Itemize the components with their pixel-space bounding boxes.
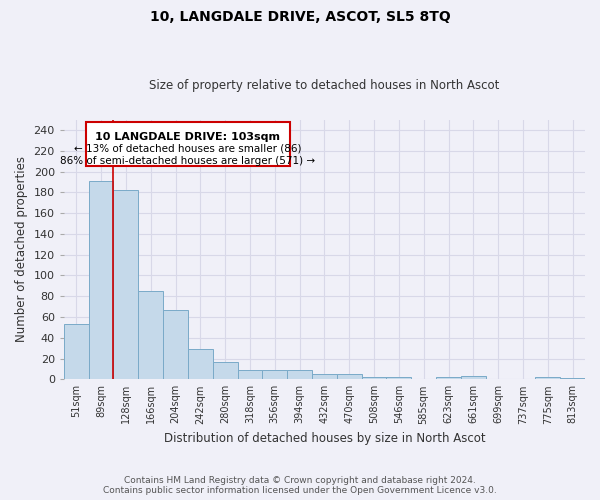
Bar xyxy=(163,310,188,380)
Bar xyxy=(386,377,411,380)
Bar xyxy=(461,376,486,380)
Bar xyxy=(560,378,585,380)
Bar xyxy=(337,374,362,380)
Text: 10, LANGDALE DRIVE, ASCOT, SL5 8TQ: 10, LANGDALE DRIVE, ASCOT, SL5 8TQ xyxy=(149,10,451,24)
FancyBboxPatch shape xyxy=(86,122,290,166)
Text: ← 13% of detached houses are smaller (86): ← 13% of detached houses are smaller (86… xyxy=(74,144,302,154)
Bar xyxy=(138,291,163,380)
X-axis label: Distribution of detached houses by size in North Ascot: Distribution of detached houses by size … xyxy=(164,432,485,445)
Bar xyxy=(436,377,461,380)
Text: Contains HM Land Registry data © Crown copyright and database right 2024.
Contai: Contains HM Land Registry data © Crown c… xyxy=(103,476,497,495)
Bar xyxy=(287,370,312,380)
Text: 10 LANGDALE DRIVE: 103sqm: 10 LANGDALE DRIVE: 103sqm xyxy=(95,132,280,142)
Text: 86% of semi-detached houses are larger (571) →: 86% of semi-detached houses are larger (… xyxy=(61,156,316,166)
Bar xyxy=(238,370,262,380)
Bar xyxy=(64,324,89,380)
Bar xyxy=(362,377,386,380)
Bar xyxy=(312,374,337,380)
Title: Size of property relative to detached houses in North Ascot: Size of property relative to detached ho… xyxy=(149,79,500,92)
Bar xyxy=(89,181,113,380)
Bar xyxy=(188,349,213,380)
Bar xyxy=(535,377,560,380)
Bar xyxy=(262,370,287,380)
Y-axis label: Number of detached properties: Number of detached properties xyxy=(15,156,28,342)
Bar xyxy=(113,190,138,380)
Bar xyxy=(213,362,238,380)
